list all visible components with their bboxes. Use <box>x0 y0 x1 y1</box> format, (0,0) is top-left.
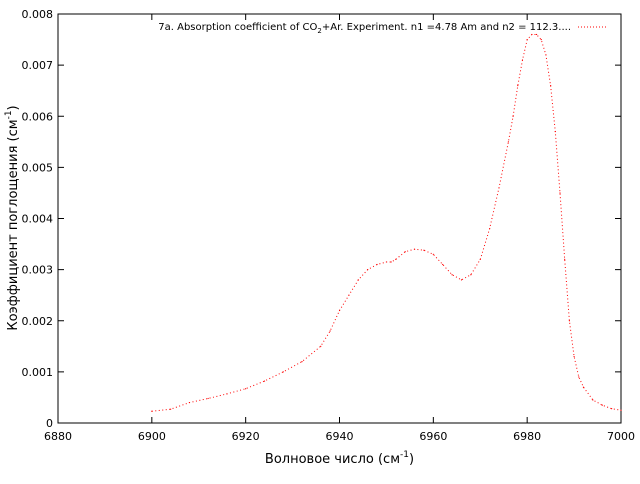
x-tick-label: 6920 <box>232 430 260 443</box>
data-point <box>498 187 500 189</box>
data-point <box>573 355 575 358</box>
x-tick-label: 7000 <box>607 430 635 443</box>
series-layer <box>151 33 622 412</box>
data-point <box>385 261 388 263</box>
data-point <box>526 38 528 41</box>
data-point <box>517 84 519 87</box>
data-point <box>489 228 491 230</box>
data-point <box>512 115 514 117</box>
data-point <box>620 409 622 411</box>
data-point <box>521 59 524 61</box>
plot-frame <box>57 13 622 424</box>
data-point <box>348 294 350 296</box>
data-point <box>390 261 392 263</box>
data-point <box>460 279 463 281</box>
data-point <box>329 330 331 332</box>
data-point <box>404 251 406 253</box>
data-point <box>245 388 247 390</box>
data-point <box>479 258 481 260</box>
y-tick-label: 0.004 <box>22 213 54 226</box>
data-point <box>432 253 434 255</box>
data-point <box>442 263 444 266</box>
data-point <box>611 408 613 410</box>
y-tick-label: 0.008 <box>22 8 54 21</box>
data-point <box>207 397 209 400</box>
data-point <box>564 258 566 260</box>
data-point <box>535 33 538 36</box>
y-tick-label: 0.006 <box>22 110 54 123</box>
data-point <box>376 263 378 266</box>
data-point <box>582 386 585 388</box>
data-point <box>545 54 547 56</box>
data-point <box>357 279 359 281</box>
legend-label: 7a. Absorption coefficient of CO2+Ar. Ex… <box>158 22 571 35</box>
data-point <box>320 345 322 347</box>
y-tick-label: 0.005 <box>22 161 54 174</box>
data-point <box>592 399 594 401</box>
y-tick-label: 0.002 <box>22 315 54 328</box>
legend: 7a. Absorption coefficient of CO2+Ar. Ex… <box>158 22 607 35</box>
data-point <box>151 410 153 412</box>
x-tick-label: 6940 <box>326 430 354 443</box>
x-tick-label: 6960 <box>419 430 447 443</box>
y-tick-label: 0.007 <box>22 59 54 72</box>
x-tick-label: 6900 <box>138 430 166 443</box>
x-tick-label: 6980 <box>513 430 541 443</box>
data-point <box>451 274 453 276</box>
y-axis-ticks: 0 0.001 0.002 0.003 0.004 0.005 0.006 0.007 0.00… <box>22 8 621 430</box>
y-tick-label: 0 <box>46 417 53 430</box>
data-point <box>578 376 580 378</box>
data-point <box>423 249 425 251</box>
data-point <box>413 248 416 250</box>
data-point <box>540 38 542 41</box>
y-tick-label: 0.001 <box>22 366 54 379</box>
data-point <box>367 269 369 271</box>
data-point <box>263 380 266 382</box>
data-point <box>301 361 303 363</box>
data-point <box>470 274 472 276</box>
data-point <box>170 408 172 410</box>
x-axis-title: Волновое число (см-1) <box>265 450 414 467</box>
data-point <box>507 141 509 143</box>
data-point <box>338 309 341 312</box>
data-point <box>554 130 556 133</box>
x-axis-ticks: 6880 6900 6920 6940 6960 6980 7000 <box>44 14 635 443</box>
data-point <box>282 371 284 373</box>
data-point <box>559 192 561 194</box>
data-point <box>601 404 603 406</box>
data-point <box>550 84 552 87</box>
data-point <box>188 401 190 404</box>
data-point <box>395 258 397 260</box>
y-tick-label: 0.003 <box>22 264 54 277</box>
x-tick-label: 6880 <box>44 430 72 443</box>
y-axis-title: Коэффициент поглощения (см-1) <box>4 105 21 330</box>
data-point <box>226 393 228 395</box>
data-point <box>531 33 533 36</box>
data-point <box>568 320 570 322</box>
series-line <box>151 34 622 412</box>
